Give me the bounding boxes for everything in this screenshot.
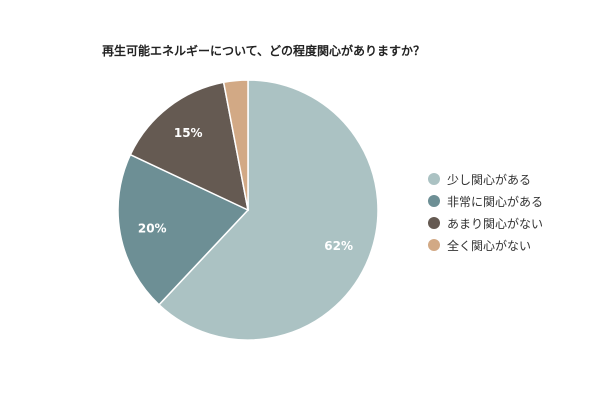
pie-slice (129, 81, 250, 212)
legend-swatch (428, 239, 440, 251)
legend: 少し関心がある 非常に関心がある あまり関心がない 全く関心がない (428, 168, 543, 256)
legend-swatch (428, 217, 440, 229)
slice-data-label: 20% (138, 221, 167, 235)
pie-slice (222, 79, 249, 211)
legend-label: 非常に関心がある (447, 194, 544, 209)
legend-item: あまり関心がない (428, 212, 543, 234)
legend-swatch (428, 195, 440, 207)
legend-swatch (428, 173, 440, 185)
slice-data-label: 15% (174, 126, 203, 140)
chart-title: 再生可能エネルギーについて、どの程度関心がありますか？ (102, 44, 426, 58)
slice-data-label: 62% (324, 239, 353, 253)
legend-item: 少し関心がある (428, 168, 543, 190)
pie-slice (157, 79, 379, 341)
legend-label: あまり関心がない (447, 216, 544, 231)
legend-label: 少し関心がある (447, 172, 532, 187)
legend-label: 全く関心がない (447, 238, 532, 253)
pie-slice (117, 153, 250, 306)
legend-item: 全く関心がない (428, 234, 543, 256)
legend-item: 非常に関心がある (428, 190, 543, 212)
